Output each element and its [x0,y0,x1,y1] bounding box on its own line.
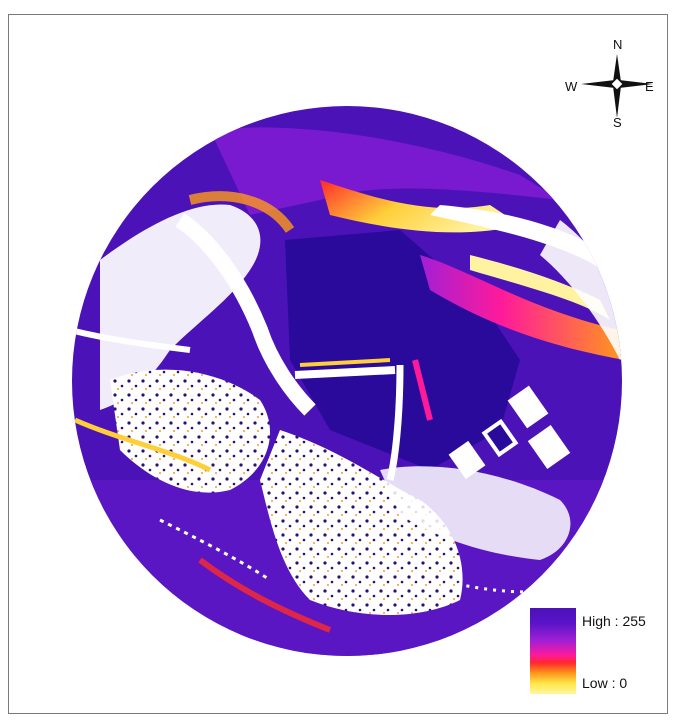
horizontal-yellow-line [299,358,391,367]
west-yellow-line [73,417,212,473]
compass-east-label: E [645,79,654,94]
east-magenta-band [420,255,622,360]
north-arrow: N S W E [565,37,655,130]
vertical-white-line [386,364,404,481]
legend-high-label: High : 255 [582,613,646,629]
horizontal-white-line [294,366,396,379]
pink-line [412,359,433,421]
south-red-line [198,557,332,633]
speckle-trail [159,518,271,582]
compass-north-label: N [613,37,623,52]
south-speckled-region [260,430,463,615]
structure-block [527,425,571,469]
east-white-strip [430,205,610,275]
compass-rose-icon [581,54,653,118]
river-line [175,213,316,416]
orange-ridge [188,191,295,233]
west-white-line [72,327,191,353]
east-yellow-strip [470,255,610,320]
north-band [210,127,560,215]
compass-south-label: S [613,115,622,130]
legend-low-label: Low : 0 [582,675,628,691]
west-speckled-region [110,369,270,493]
structure-block [481,418,519,458]
southeast-white-region [380,466,571,560]
structure-block [507,385,549,429]
map-disc [72,106,622,656]
structure-block [448,440,486,480]
far-east-white [540,220,622,360]
compass-west-label: W [565,79,578,94]
legend-color-ramp [530,608,576,694]
